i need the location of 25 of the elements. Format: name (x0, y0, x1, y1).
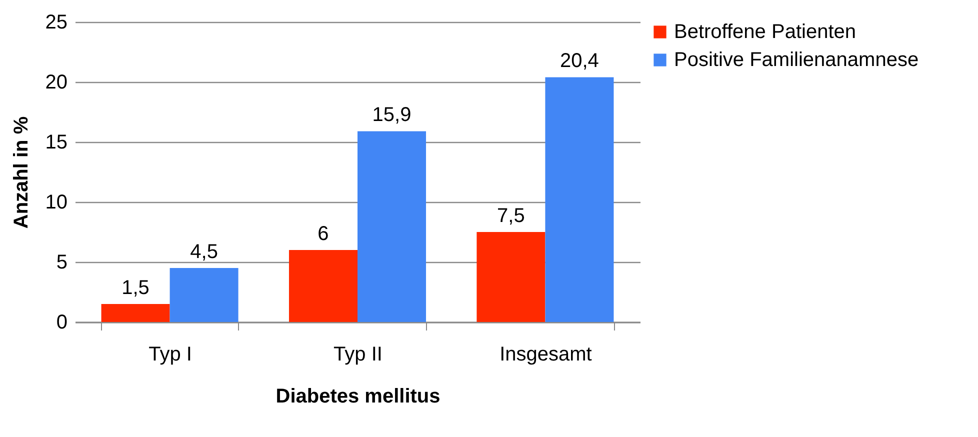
x-tick-label: Typ I (148, 344, 192, 366)
y-tick-label: 0 (56, 312, 68, 334)
legend-label: Positive Familienanamnese (674, 49, 919, 71)
bar (545, 77, 614, 322)
bar (358, 131, 426, 322)
data-label: 7,5 (497, 205, 525, 227)
y-axis-title: Anzahl in % (10, 116, 32, 229)
legend-label: Betroffene Patienten (674, 21, 856, 43)
bar (101, 304, 170, 322)
y-tick-label: 15 (45, 132, 68, 154)
y-tick-label: 10 (45, 192, 68, 214)
bar (476, 232, 546, 322)
x-tick-label: Typ II (334, 344, 382, 366)
data-label: 15,9 (372, 104, 412, 126)
bar (170, 268, 238, 322)
y-tick-label: 25 (45, 12, 68, 34)
y-tick-label: 5 (56, 252, 68, 274)
data-label: 4,5 (190, 241, 218, 263)
data-label: 20,4 (560, 50, 599, 72)
data-label: 1,5 (122, 277, 150, 299)
data-label: 6 (318, 223, 329, 245)
bar (288, 250, 358, 322)
y-tick-label: 20 (45, 72, 68, 94)
x-tick-label: Insgesamt (500, 344, 592, 366)
x-axis-title: Diabetes mellitus (276, 386, 440, 408)
